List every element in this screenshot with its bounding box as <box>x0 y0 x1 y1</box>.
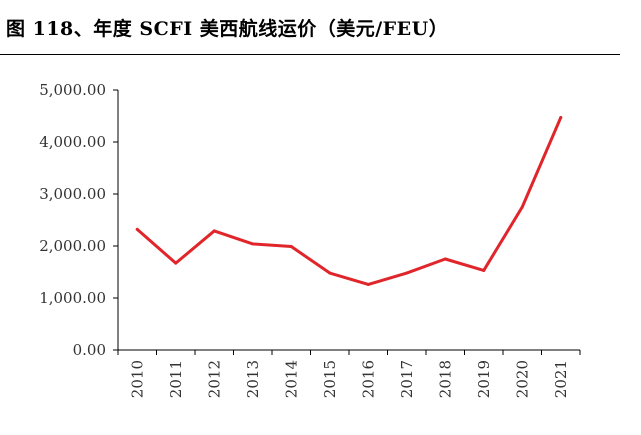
data-point <box>289 245 293 249</box>
x-tick-label: 2021 <box>552 360 570 398</box>
data-point <box>366 282 370 286</box>
x-tick-label: 2015 <box>321 360 339 398</box>
data-point <box>482 268 486 272</box>
x-tick-label: 2017 <box>398 360 416 398</box>
data-point <box>212 229 216 233</box>
x-tick-label: 2016 <box>359 360 377 398</box>
data-point <box>328 271 332 275</box>
x-tick-label: 2013 <box>244 360 262 398</box>
data-point <box>559 116 563 120</box>
x-tick-label: 2020 <box>513 360 531 398</box>
y-tick-label: 5,000.00 <box>39 81 106 99</box>
x-tick-label: 2019 <box>475 360 493 398</box>
x-tick-label: 2012 <box>205 360 223 398</box>
series-layer <box>135 116 563 286</box>
data-point <box>405 271 409 275</box>
y-tick-label: 3,000.00 <box>39 185 106 203</box>
x-tick-label: 2010 <box>128 360 146 398</box>
y-tick-label: 0.00 <box>73 341 106 359</box>
y-tick-label: 2,000.00 <box>39 237 106 255</box>
data-point <box>174 261 178 265</box>
data-point <box>135 227 139 231</box>
series-line <box>135 116 563 286</box>
data-point <box>520 205 524 209</box>
x-tick-label: 2018 <box>436 360 454 398</box>
x-tick-label: 2014 <box>282 360 300 398</box>
data-point <box>251 242 255 246</box>
x-axis-ticks: 2010 2011 2012 2013 2014 2015 2016 2017 2018 2019… <box>117 350 581 398</box>
y-axis-ticks: 0.00 1,000.00 2,000.00 3,000.00 4,000.00 5,00… <box>39 81 118 359</box>
y-tick-label: 4,000.00 <box>39 133 106 151</box>
figure-title: 图 118、年度 SCFI 美西航线运价（美元/FEU） <box>6 18 449 40</box>
chart-axes <box>117 90 580 351</box>
data-point <box>443 257 447 261</box>
y-tick-label: 1,000.00 <box>39 289 106 307</box>
x-tick-label: 2011 <box>167 360 185 398</box>
title-divider <box>0 54 620 55</box>
